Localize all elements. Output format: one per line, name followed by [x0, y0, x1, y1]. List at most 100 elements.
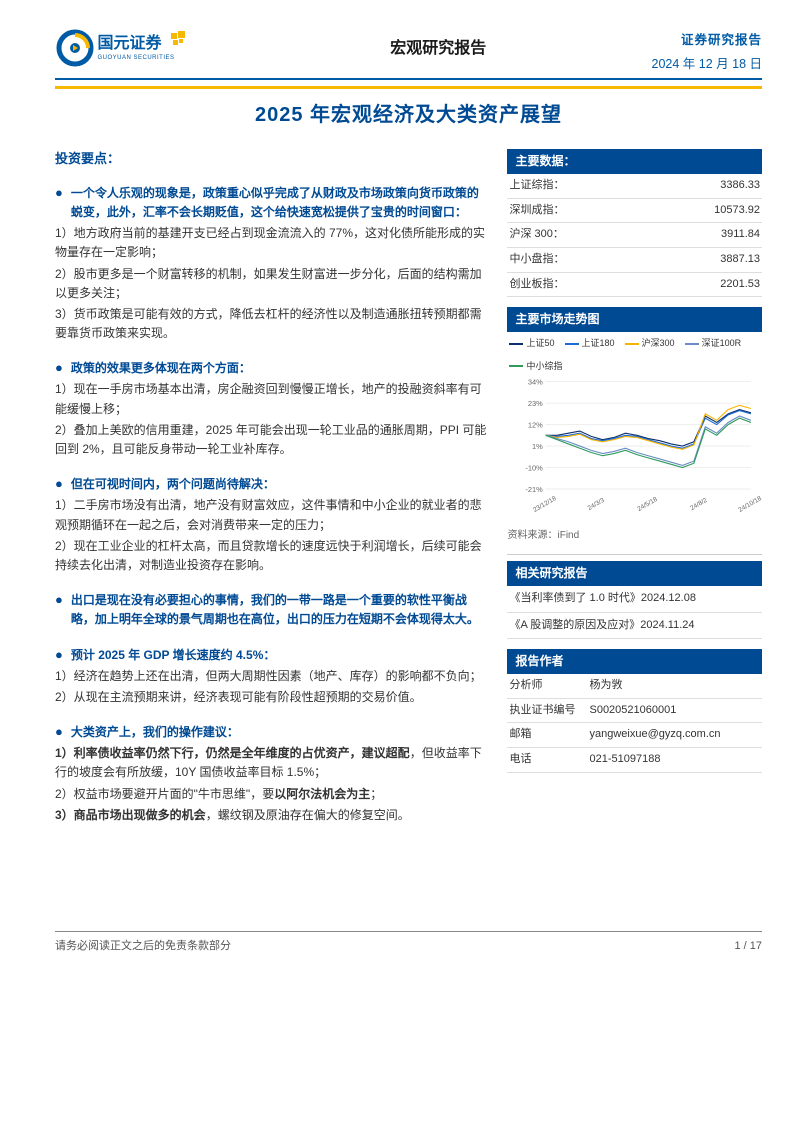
- author-label: 邮箱: [509, 726, 589, 744]
- svg-text:-10%: -10%: [526, 463, 544, 472]
- author-value: 021-51097188: [589, 751, 660, 769]
- point-2-p2: 2）叠加上美欧的信用重建，2025 年可能会出现一轮工业品的通胀周期，PPI 可…: [55, 421, 487, 459]
- legend-swatch: [509, 343, 523, 345]
- footer: 请务必阅读正文之后的免责条款部分 1 / 17: [55, 931, 762, 956]
- brand-logo: 国元证券 GUOYUAN SECURITIES: [55, 28, 225, 68]
- svg-text:24/3/3: 24/3/3: [587, 497, 607, 512]
- legend-item: 上证180: [565, 336, 615, 350]
- chart-svg: 34%23%12%1%-10%-21%23/12/1824/3/324/5/18…: [507, 377, 762, 517]
- bullet-icon: ●: [55, 646, 63, 665]
- data-label: 上证综指：: [509, 177, 564, 195]
- svg-text:24/5/18: 24/5/18: [637, 496, 660, 513]
- chart-header: 主要市场走势图: [507, 307, 762, 332]
- point-3-head: 但在可视时间内，两个问题尚待解决：: [71, 475, 275, 494]
- author-value: S0020521060001: [589, 702, 676, 720]
- bullet-icon: ●: [55, 359, 63, 378]
- point-3: ● 但在可视时间内，两个问题尚待解决： 1）二手房市场没有出清，地产没有财富效应，…: [55, 475, 487, 575]
- point-1-p2: 2）股市更多是一个财富转移的机制，如果发生财富进一步分化，后面的结构需加以更多关…: [55, 265, 487, 303]
- author-value: yangweixue@gyzq.com.cn: [589, 726, 720, 744]
- author-row: 电话021-51097188: [507, 748, 762, 773]
- report-date: 2024 年 12 月 18 日: [652, 54, 762, 74]
- section-title: 投资要点：: [55, 149, 487, 170]
- point-2: ● 政策的效果更多体现在两个方面： 1）现在一手房市场基本出清，房企融资回到慢慢正…: [55, 359, 487, 459]
- point-5-p2: 2）从现在主流预期来讲，经济表现可能有阶段性超预期的交易价值。: [55, 688, 487, 707]
- brand-en: GUOYUAN SECURITIES: [98, 55, 175, 61]
- data-row: 深圳成指： 10573.92: [507, 199, 762, 224]
- legend-item: 中小综指: [509, 359, 562, 373]
- data-label: 沪深 300：: [509, 226, 563, 244]
- data-table: 上证综指： 3386.33 深圳成指： 10573.92 沪深 300： 3911.84 中…: [507, 174, 762, 297]
- author-label: 分析师: [509, 677, 589, 695]
- data-row: 上证综指： 3386.33: [507, 174, 762, 199]
- data-value: 3386.33: [720, 177, 760, 195]
- point-1: ●一个令人乐观的现象是，政策重心似乎完成了从财政及市场政策向货币政策的蜕变，此外…: [55, 184, 487, 344]
- legend-label: 沪深300: [642, 336, 675, 350]
- bullet-icon: ●: [55, 723, 63, 742]
- legend-label: 中小综指: [526, 359, 562, 373]
- author-value: 杨为敩: [589, 677, 622, 695]
- author-header: 报告作者: [507, 649, 762, 674]
- point-3-p1: 1）二手房市场没有出清，地产没有财富效应，这件事情和中小企业的就业者的悲观预期循…: [55, 496, 487, 534]
- svg-text:12%: 12%: [528, 421, 543, 430]
- point-1-head: 一个令人乐观的现象是，政策重心似乎完成了从财政及市场政策向货币政策的蜕变，此外，…: [71, 184, 488, 222]
- page-number: 1 / 17: [734, 938, 762, 956]
- bullet-icon: ●: [55, 475, 63, 494]
- data-value: 3887.13: [720, 251, 760, 269]
- legend-label: 上证50: [526, 336, 554, 350]
- data-row: 沪深 300： 3911.84: [507, 223, 762, 248]
- point-6-head: 大类资产上，我们的操作建议：: [71, 723, 239, 742]
- svg-text:24/10/18: 24/10/18: [738, 495, 762, 514]
- point-4: ●出口是现在没有必要担心的事情，我们的一带一路是一个重要的软性平衡战略，加上明年…: [55, 591, 487, 629]
- chart-legend: 上证50 上证180 沪深300 深证100R 中小综指: [507, 332, 762, 377]
- left-column: 投资要点： ●一个令人乐观的现象是，政策重心似乎完成了从财政及市场政策向货币政策…: [55, 149, 487, 841]
- legend-label: 上证180: [582, 336, 615, 350]
- brand-cn: 国元证券: [98, 33, 163, 52]
- point-3-p2: 2）现在工业企业的杠杆太高，而且贷款增长的速度远快于利润增长，后续可能会持续去化…: [55, 537, 487, 575]
- point-1-p3: 3）货币政策是可能有效的方式，降低去杠杆的经济性以及制造通胀扭转预期都需要靠货币…: [55, 305, 487, 343]
- right-column: 主要数据： 上证综指： 3386.33 深圳成指： 10573.92 沪深 300： 39…: [507, 149, 762, 841]
- svg-text:23/12/18: 23/12/18: [533, 495, 559, 514]
- author-row: 执业证书编号S0020521060001: [507, 699, 762, 724]
- svg-text:34%: 34%: [528, 378, 543, 387]
- related-item: 《当利率债到了 1.0 时代》2024.12.08: [507, 586, 762, 613]
- point-5: ● 预计 2025 年 GDP 增长速度约 4.5%： 1）经济在趋势上还在出清，…: [55, 646, 487, 708]
- legend-item: 上证50: [509, 336, 554, 350]
- content: 投资要点： ●一个令人乐观的现象是，政策重心似乎完成了从财政及市场政策向货币政策…: [55, 149, 762, 841]
- data-label: 创业板指：: [509, 276, 564, 294]
- data-label: 深圳成指：: [509, 202, 564, 220]
- bullet-icon: ●: [55, 184, 63, 222]
- author-label: 电话: [509, 751, 589, 769]
- legend-item: 深证100R: [685, 336, 742, 350]
- svg-text:23%: 23%: [528, 399, 543, 408]
- data-value: 3911.84: [721, 226, 760, 244]
- related-item: 《A 股调整的原因及应对》2024.11.24: [507, 613, 762, 640]
- svg-text:24/8/2: 24/8/2: [690, 497, 710, 512]
- point-2-p1: 1）现在一手房市场基本出清，房企融资回到慢慢正增长，地产的投融资斜率有可能缓慢上…: [55, 380, 487, 418]
- point-6-p3: 3）商品市场出现做多的机会，螺纹钢及原油存在偏大的修复空间。: [55, 806, 487, 825]
- data-header: 主要数据：: [507, 149, 762, 174]
- data-row: 创业板指：2201.53: [507, 273, 762, 298]
- header-right: 证券研究报告 2024 年 12 月 18 日: [652, 28, 762, 74]
- point-5-p1: 1）经济在趋势上还在出清，但两大周期性因素（地产、库存）的影响都不负向；: [55, 667, 487, 686]
- author-table: 分析师杨为敩执业证书编号S0020521060001邮箱yangweixue@g…: [507, 674, 762, 772]
- point-2-head: 政策的效果更多体现在两个方面：: [71, 359, 251, 378]
- data-value: 10573.92: [714, 202, 760, 220]
- legend-swatch: [565, 343, 579, 345]
- point-4-head: 出口是现在没有必要担心的事情，我们的一带一路是一个重要的软性平衡战略，加上明年全…: [71, 591, 488, 629]
- point-6-p1: 1）利率债收益率仍然下行，仍然是全年维度的占优资产，建议超配，但收益率下行的坡度…: [55, 744, 487, 782]
- report-category: 证券研究报告: [652, 30, 762, 50]
- legend-swatch: [509, 365, 523, 367]
- svg-text:-21%: -21%: [526, 485, 544, 494]
- author-label: 执业证书编号: [509, 702, 589, 720]
- data-row: 中小盘指： 3887.13: [507, 248, 762, 273]
- chart-source: 资料来源：iFind: [507, 524, 762, 548]
- main-title: 2025 年宏观经济及大类资产展望: [55, 99, 762, 131]
- related-reports: 《当利率债到了 1.0 时代》2024.12.08《A 股调整的原因及应对》20…: [507, 586, 762, 639]
- author-row: 邮箱yangweixue@gyzq.com.cn: [507, 723, 762, 748]
- author-row: 分析师杨为敩: [507, 674, 762, 699]
- data-label: 中小盘指：: [509, 251, 564, 269]
- page: 国元证券 GUOYUAN SECURITIES 宏观研究报告 证券研究报告 20…: [0, 0, 802, 976]
- point-5-head: 预计 2025 年 GDP 增长速度约 4.5%：: [71, 646, 276, 665]
- legend-label: 深证100R: [702, 336, 742, 350]
- legend-item: 沪深300: [625, 336, 675, 350]
